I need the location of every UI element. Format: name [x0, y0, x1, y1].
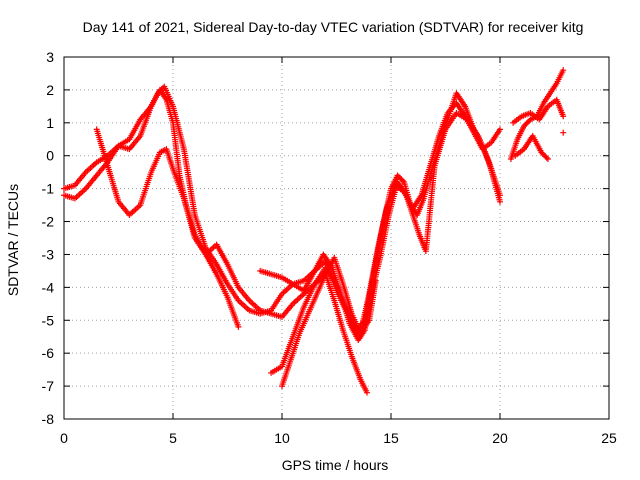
data-point: [394, 172, 401, 179]
data-point: [158, 86, 165, 93]
data-point: [560, 113, 567, 120]
y-tick-label: -5: [42, 312, 55, 328]
data-point: [538, 149, 545, 156]
data-point: [560, 67, 567, 74]
x-tick-label: 10: [274, 430, 290, 446]
y-tick-label: -7: [42, 378, 55, 394]
y-tick-label: -3: [42, 246, 55, 262]
x-tick-label: 15: [383, 430, 399, 446]
data-point: [541, 152, 548, 159]
data-point: [497, 126, 503, 133]
data-point: [524, 119, 531, 126]
x-tick-label: 0: [60, 430, 68, 446]
data-point: [398, 176, 405, 183]
plot-frame: [63, 56, 610, 420]
data-point: [395, 173, 402, 180]
data-point: [235, 323, 242, 330]
data-point: [399, 177, 406, 184]
y-tick-label: -4: [42, 279, 55, 295]
data-series-3: [93, 126, 371, 396]
plot-border: [63, 56, 610, 420]
tick-labels: 0 5 10 15 20 25 -8 -7 -6 -5 -4 -3 -2 -1 0 1 2 3: [42, 49, 617, 446]
x-tick-label: 5: [169, 430, 177, 446]
data-point: [154, 90, 161, 97]
y-tick-label: 0: [46, 148, 54, 164]
data-layer: [61, 67, 567, 396]
data-point: [156, 88, 163, 95]
data-point: [542, 153, 549, 160]
data-series-9: [512, 132, 551, 163]
data-point: [497, 198, 503, 205]
y-tick-label: -2: [42, 214, 55, 230]
data-point: [157, 87, 164, 94]
y-tick-label: -8: [42, 411, 55, 427]
data-point: [543, 154, 550, 161]
y-tick-label: -6: [42, 345, 55, 361]
data-series-8: [510, 96, 567, 126]
y-tick-label: 1: [46, 115, 54, 131]
x-tick-label: 20: [492, 430, 508, 446]
data-point: [544, 156, 551, 163]
y-axis-label: SDTVAR / TECUs: [5, 184, 21, 296]
y-tick-label: 2: [46, 82, 54, 98]
chart-title: Day 141 of 2021, Sidereal Day-to-day VTE…: [83, 19, 584, 35]
data-point: [397, 175, 404, 182]
x-tick-label: 25: [601, 430, 617, 446]
x-axis-label: GPS time / hours: [282, 457, 389, 473]
data-point: [364, 389, 371, 396]
data-series-6: [279, 100, 503, 390]
data-point: [539, 150, 546, 157]
y-tick-label: 3: [46, 49, 54, 65]
data-point: [520, 123, 527, 130]
y-tick-label: -1: [42, 181, 55, 197]
data-series-10: [560, 129, 567, 136]
data-point: [497, 192, 503, 199]
data-point: [560, 129, 567, 136]
data-point: [523, 120, 530, 127]
data-point: [522, 121, 529, 128]
